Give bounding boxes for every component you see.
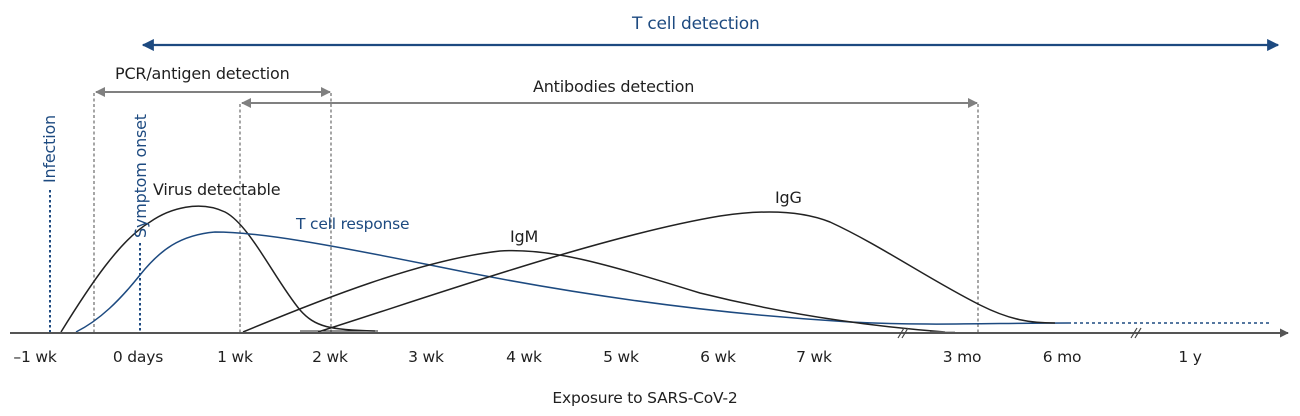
t-cell-response-label: T cell response xyxy=(296,215,410,233)
tick-label: 0 days xyxy=(112,348,164,366)
axis-break-2 xyxy=(1130,327,1142,339)
t-cell-response-curve xyxy=(75,231,1069,333)
tick-label: 3 mo xyxy=(942,348,982,366)
igg-label: IgG xyxy=(775,188,802,207)
symptom-onset-label: Symptom onset xyxy=(131,114,150,238)
infection-label: Infection xyxy=(40,115,59,183)
igm-label: IgM xyxy=(510,227,539,246)
t-cell-detection-label: T cell detection xyxy=(632,14,760,34)
antibodies-detection-label: Antibodies detection xyxy=(533,77,695,96)
tick-label: 1 y xyxy=(1178,348,1202,366)
igg-curve xyxy=(317,211,1056,333)
tick-label: 6 wk xyxy=(700,348,736,366)
axis-break-1 xyxy=(897,327,909,339)
x-axis xyxy=(10,327,1289,339)
tick-label: 2 wk xyxy=(312,348,348,366)
range-boundary-lines xyxy=(93,93,979,332)
igm-curve xyxy=(242,249,946,333)
pcr-antigen-detection-label: PCR/antigen detection xyxy=(115,64,290,83)
tick-label: –1 wk xyxy=(13,348,57,366)
tick-label: 6 mo xyxy=(1042,348,1082,366)
tick-label: 4 wk xyxy=(506,348,542,366)
virus-detectable-label: Virus detectable xyxy=(153,180,281,199)
tick-label: 1 wk xyxy=(217,348,253,366)
x-axis-title: Exposure to SARS-CoV-2 xyxy=(552,389,738,407)
event-markers xyxy=(49,190,141,332)
virus-detectable-curve xyxy=(60,205,376,333)
tick-label: 3 wk xyxy=(408,348,444,366)
tick-label: 7 wk xyxy=(796,348,832,366)
tick-label: 5 wk xyxy=(603,348,639,366)
